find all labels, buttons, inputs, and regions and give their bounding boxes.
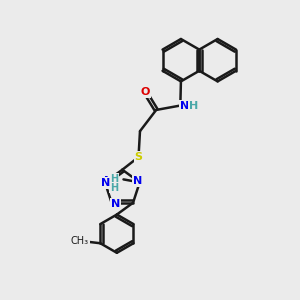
Text: S: S: [134, 152, 142, 162]
Text: H: H: [110, 174, 118, 184]
Text: H: H: [189, 100, 198, 110]
Text: N: N: [110, 199, 120, 209]
Text: O: O: [140, 87, 150, 97]
Text: N: N: [104, 176, 113, 186]
Text: H: H: [110, 183, 118, 193]
Text: N: N: [133, 176, 142, 186]
Text: N: N: [180, 100, 189, 110]
Text: CH₃: CH₃: [70, 236, 89, 246]
Text: N: N: [101, 178, 110, 188]
